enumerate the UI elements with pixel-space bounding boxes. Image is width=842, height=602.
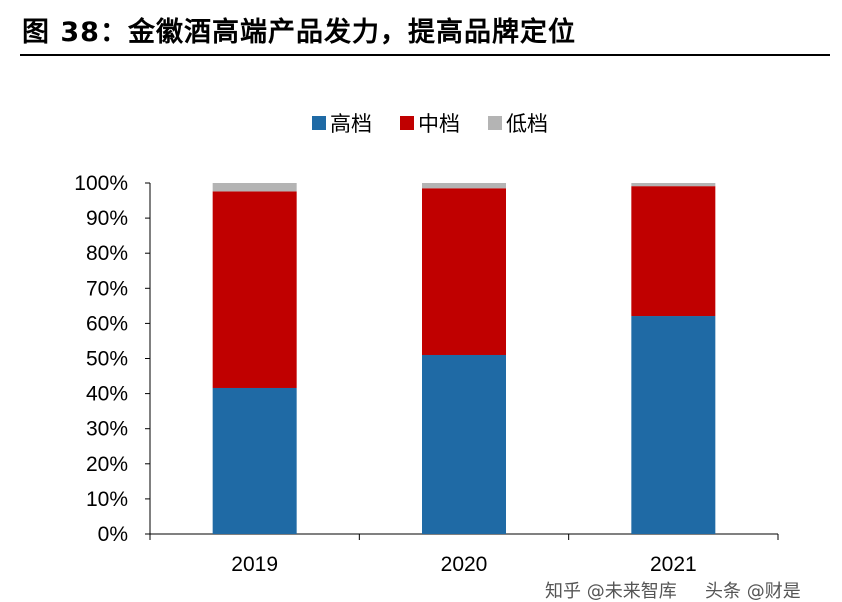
y-tick-label: 50% [86, 348, 128, 371]
y-tick-label: 70% [86, 277, 128, 300]
bar-segment-2021-0 [631, 316, 716, 534]
y-tick-label: 30% [86, 418, 128, 441]
y-tick-label: 0% [98, 523, 128, 546]
figure-title: 图 38：金徽酒高端产品发力，提高品牌定位 [22, 17, 576, 48]
legend-label: 高档 [330, 112, 372, 136]
watermark-toutiao: 头条 @财是 [705, 581, 801, 602]
watermark-zhihu: 知乎 @未来智库 [545, 581, 677, 602]
y-tick-label: 90% [86, 207, 128, 230]
y-tick-label: 40% [86, 383, 128, 406]
y-tick-label: 80% [86, 242, 128, 265]
y-tick-label: 10% [86, 488, 128, 511]
title-rule [20, 54, 830, 56]
bar-segment-2020-1 [422, 188, 506, 355]
bar-segment-2019-2 [212, 183, 297, 192]
y-tick-label: 100% [74, 172, 128, 195]
legend-swatch [312, 116, 326, 130]
bar-segment-2021-1 [631, 186, 716, 317]
bar-segment-2021-2 [631, 183, 716, 187]
bar-segment-2020-2 [422, 183, 506, 189]
y-tick-label: 20% [86, 453, 128, 476]
x-tick-label: 2021 [650, 553, 697, 576]
bar-segment-2019-1 [212, 191, 297, 388]
legend-label: 中档 [418, 112, 460, 136]
bar-segment-2019-0 [212, 387, 297, 534]
x-tick-label: 2019 [231, 553, 278, 576]
legend-label: 低档 [506, 112, 548, 136]
y-tick-label: 60% [86, 312, 128, 335]
legend-swatch [400, 116, 414, 130]
legend-swatch [488, 116, 502, 130]
x-tick-label: 2020 [441, 553, 488, 576]
bar-segment-2020-0 [422, 354, 506, 534]
